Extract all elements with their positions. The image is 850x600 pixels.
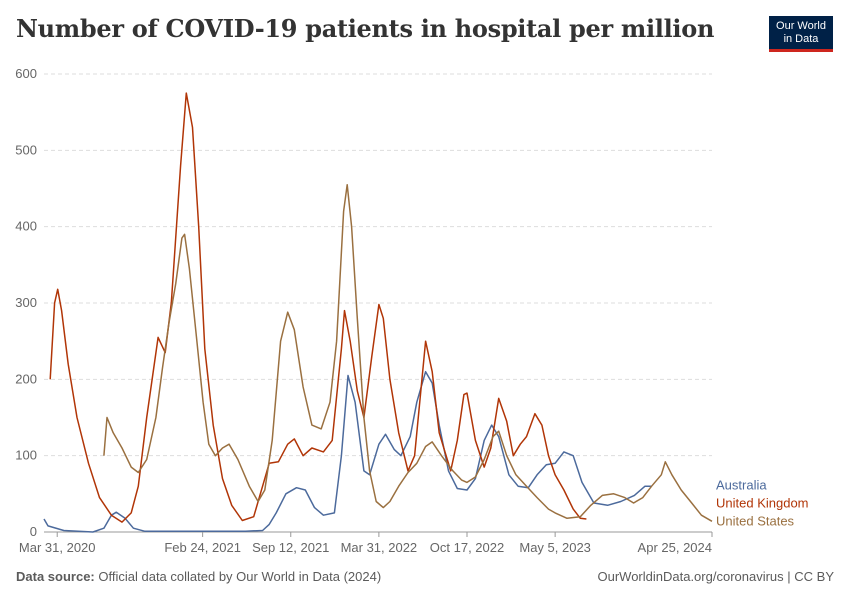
y-axis-ticks: 0 100 200 300 400 500 600 (15, 66, 37, 539)
y-tick-label: 500 (15, 142, 37, 157)
series-labels: Australia United Kingdom United States (716, 477, 809, 528)
owid-logo[interactable]: Our World in Data (769, 16, 833, 52)
series-lines (43, 92, 713, 533)
logo-line-2: in Data (783, 33, 819, 45)
chart-title: Number of COVID-19 patients in hospital … (16, 14, 715, 43)
data-source-note: Data source: Official data collated by O… (16, 569, 381, 584)
series-label-united-kingdom[interactable]: United Kingdom (716, 495, 809, 510)
x-axis-ticks: Mar 31, 2020 Feb 24, 2021 Sep 12, 2021 Mar … (19, 532, 713, 555)
series-label-united-states[interactable]: United States (716, 513, 795, 528)
x-tick-label: Mar 31, 2020 (19, 540, 96, 555)
data-source-text: Official data collated by Our World in D… (98, 569, 382, 584)
y-tick-label: 600 (15, 66, 37, 81)
y-tick-label: 100 (15, 448, 37, 463)
series-label-australia[interactable]: Australia (716, 477, 767, 492)
y-tick-label: 200 (15, 371, 37, 386)
x-tick-label: Oct 17, 2022 (430, 540, 504, 555)
chart-gridlines (44, 73, 712, 457)
x-tick-label: May 5, 2023 (519, 540, 591, 555)
series-line-united-kingdom[interactable] (49, 92, 587, 523)
site-license-link[interactable]: OurWorldinData.org/coronavirus | CC BY (597, 569, 834, 584)
x-tick-label: Mar 31, 2022 (341, 540, 418, 555)
y-tick-label: 300 (15, 295, 37, 310)
data-source-label: Data source: (16, 569, 95, 584)
x-tick-label: Sep 12, 2021 (252, 540, 329, 555)
series-line-australia[interactable] (43, 370, 652, 533)
x-tick-label: Feb 24, 2021 (164, 540, 241, 555)
y-tick-label: 0 (30, 524, 37, 539)
logo-line-1: Our World (776, 20, 826, 32)
x-tick-label: Apr 25, 2024 (638, 540, 712, 555)
series-line-united-states[interactable] (103, 183, 713, 522)
y-tick-label: 400 (15, 219, 37, 234)
